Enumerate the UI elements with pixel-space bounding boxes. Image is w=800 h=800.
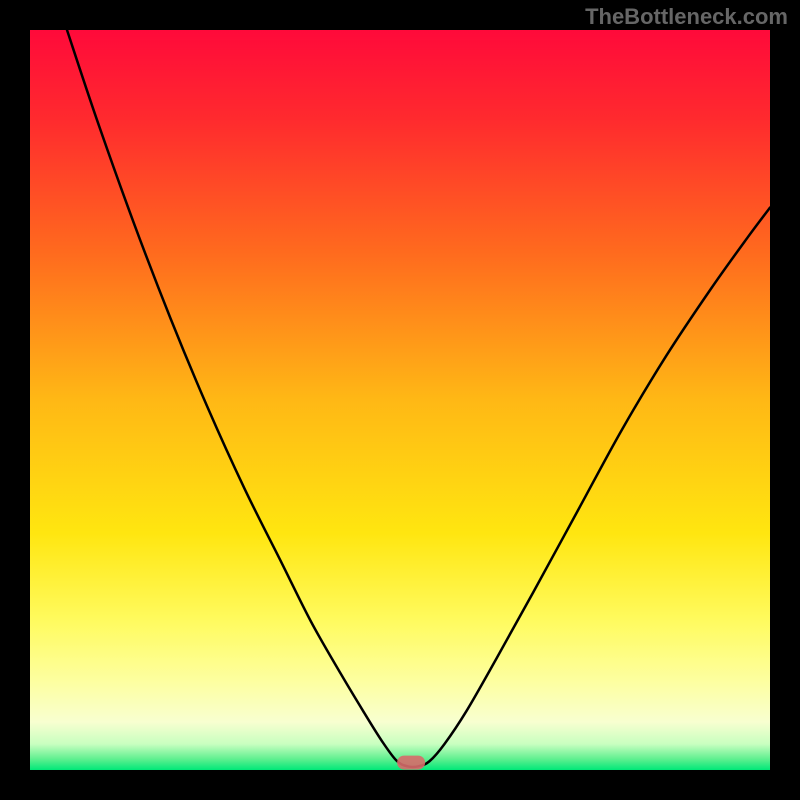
bottleneck-chart — [0, 0, 800, 800]
watermark-text: TheBottleneck.com — [585, 4, 788, 30]
chart-container: TheBottleneck.com — [0, 0, 800, 800]
plot-background — [30, 30, 770, 770]
optimal-marker — [397, 756, 425, 770]
